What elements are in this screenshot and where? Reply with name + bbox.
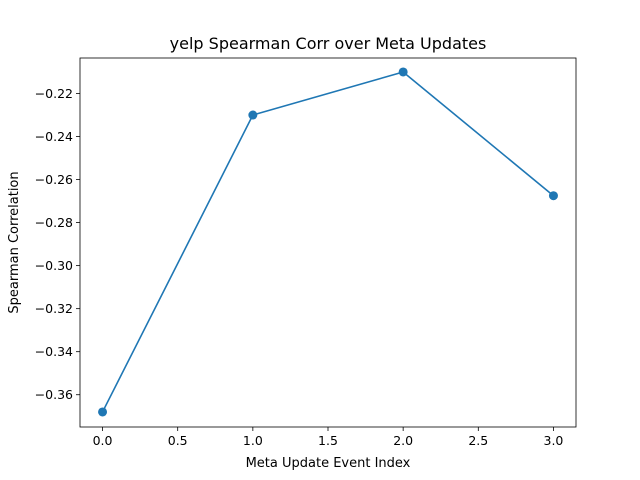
x-tick-label: 1.0 <box>243 433 263 448</box>
y-tick-label: −0.26 <box>35 172 73 187</box>
y-tick-label: −0.24 <box>35 129 73 144</box>
data-point <box>398 67 408 77</box>
plot-area <box>98 67 558 417</box>
data-point <box>98 407 108 417</box>
data-point <box>248 110 258 120</box>
x-tick-label: 2.5 <box>468 433 488 448</box>
x-axis-ticks: 0.0 0.5 1.0 1.5 2.0 2.5 3.0 <box>93 427 564 448</box>
y-tick-label: −0.32 <box>35 301 73 316</box>
y-tick-label: −0.22 <box>35 86 73 101</box>
y-tick-label: −0.34 <box>35 344 73 359</box>
x-tick-label: 0.0 <box>93 433 113 448</box>
y-tick-label: −0.30 <box>35 258 73 273</box>
y-axis-label: Spearman Correlation <box>7 171 22 313</box>
y-axis-ticks: −0.36 −0.34 −0.32 −0.30 −0.28 −0.26 −0.24 −0.22 <box>35 86 80 402</box>
axes-frame <box>79 57 577 428</box>
x-tick-label: 3.0 <box>544 433 564 448</box>
x-tick-label: 2.0 <box>393 433 413 448</box>
x-tick-label: 0.5 <box>168 433 188 448</box>
y-tick-label: −0.28 <box>35 215 73 230</box>
y-tick-label: −0.36 <box>35 387 73 402</box>
x-axis-label: Meta Update Event Index <box>246 456 411 471</box>
chart-title: yelp Spearman Corr over Meta Updates <box>170 34 487 53</box>
x-tick-label: 1.5 <box>318 433 338 448</box>
data-point <box>548 191 558 201</box>
series-line <box>101 71 554 413</box>
